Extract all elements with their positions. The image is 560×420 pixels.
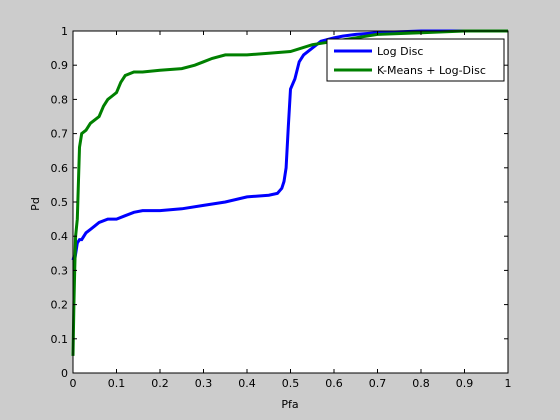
x-tick-label: 0.5: [282, 377, 300, 390]
y-tick-label: 0.4: [51, 230, 69, 243]
x-tick-label: 0.9: [456, 377, 474, 390]
ticks-layer: 0 0.1 0.2 0.3 0.4 0.5 0.6 0.7 0.8 0.9 1 0 0.1 0.2 0.3 0…: [51, 25, 512, 390]
x-tick: 1: [505, 31, 512, 390]
x-tick: 0.3: [195, 31, 213, 390]
y-axis-label: Pd: [29, 197, 42, 211]
legend-label-log-disc: Log Disc: [377, 45, 423, 58]
y-tick: 0.5: [51, 196, 508, 209]
plot-area: [73, 31, 508, 373]
x-tick: 0.8: [412, 31, 430, 390]
x-tick-label: 1: [505, 377, 512, 390]
x-tick: 0: [70, 31, 77, 390]
x-tick-label: 0.7: [369, 377, 387, 390]
x-tick-label: 0.2: [151, 377, 169, 390]
y-tick: 0.4: [51, 230, 508, 243]
legend-box: [326, 38, 505, 82]
x-tick-label: 0.1: [108, 377, 126, 390]
y-tick-label: 0.8: [51, 93, 69, 106]
x-tick-label: 0.6: [325, 377, 343, 390]
x-tick: 0.6: [325, 31, 343, 390]
y-tick-label: 0.7: [51, 128, 69, 141]
x-tick: 0.4: [238, 31, 256, 390]
y-tick-label: 0.9: [51, 59, 69, 72]
x-tick: 0.2: [151, 31, 169, 390]
y-tick-label: 0.5: [51, 196, 69, 209]
y-tick-label: 0: [61, 367, 68, 380]
x-tick: 0.5: [282, 31, 300, 390]
y-tick: 0.9: [51, 59, 508, 72]
y-tick-label: 0.1: [51, 333, 69, 346]
y-tick: 0.6: [51, 162, 508, 175]
series-line-kmeans-log-disc: [71, 29, 508, 356]
x-tick-label: 0.3: [195, 377, 213, 390]
x-tick: 0.7: [369, 31, 387, 390]
y-tick: 0: [61, 367, 508, 380]
y-tick-label: 1: [61, 25, 68, 38]
y-tick: 0.8: [51, 93, 508, 106]
y-tick: 0.1: [51, 333, 508, 346]
x-axis-label: Pfa: [281, 398, 298, 411]
x-tick-label: 0.4: [238, 377, 256, 390]
y-tick-label: 0.6: [51, 162, 69, 175]
y-tick: 0.7: [51, 128, 508, 141]
x-tick-label: 0: [70, 377, 77, 390]
x-tick: 0.9: [456, 31, 474, 390]
y-tick-label: 0.2: [51, 299, 69, 312]
y-tick: 0.3: [51, 264, 508, 277]
legend: Log Disc K-Means + Log-Disc: [326, 38, 505, 82]
legend-label-kmeans-log-disc: K-Means + Log-Disc: [377, 64, 486, 77]
y-tick-label: 0.3: [51, 264, 69, 277]
x-tick-label: 0.8: [412, 377, 430, 390]
y-tick: 0.2: [51, 299, 508, 312]
x-tick: 0.1: [108, 31, 126, 390]
y-tick: 1: [61, 25, 508, 38]
